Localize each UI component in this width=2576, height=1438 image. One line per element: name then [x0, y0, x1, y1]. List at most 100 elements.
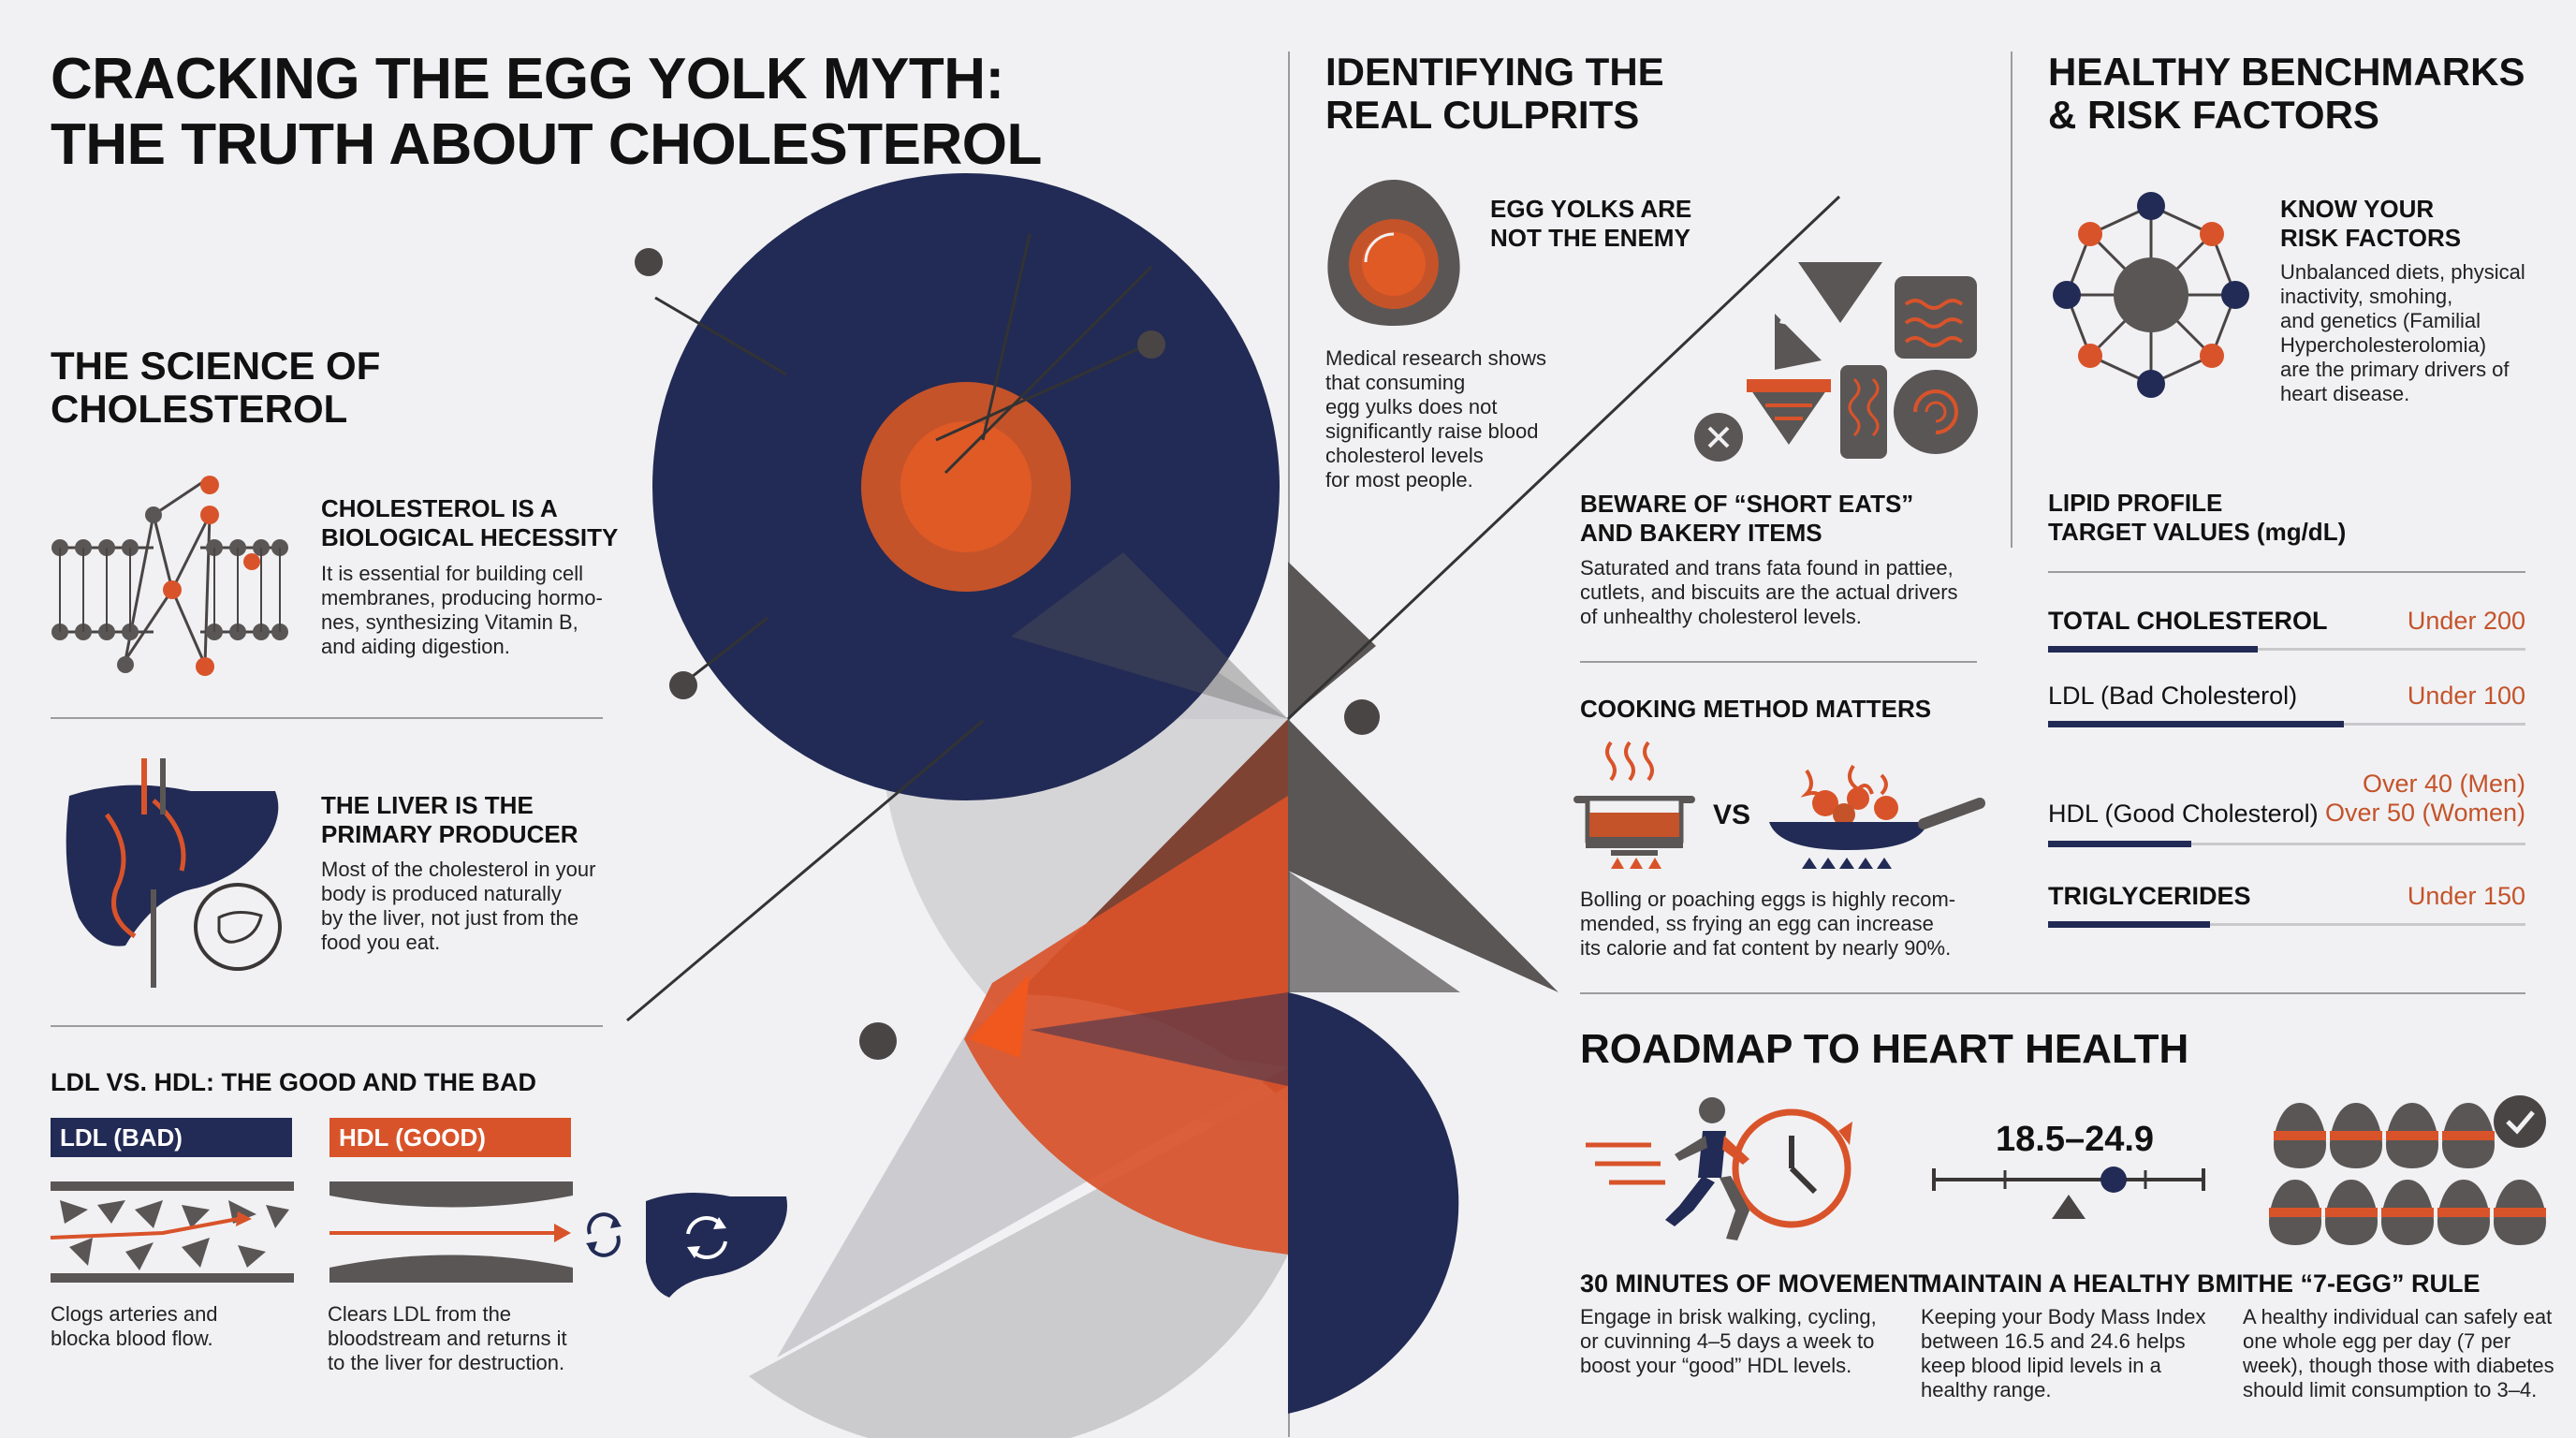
divider-science-1 [51, 717, 603, 719]
benchmark-row-ldl: LDL (Bad Cholesterol) Under 100 [2048, 682, 2525, 738]
necessity-title-line1: CHOLESTEROL IS A [321, 494, 558, 522]
divider-right [2011, 51, 2012, 548]
short-eats-title-line1: BEWARE OF “SHORT EATS” [1580, 490, 1914, 518]
movement-text-line: boost your “good” HDL levels. [1580, 1354, 1852, 1377]
egg-title: EGG YOLKS ARE NOT THE ENEMY [1490, 195, 1691, 253]
ldl-text-line: blocka blood flow. [51, 1327, 213, 1350]
risk-title-line2: RISK FACTORS [2280, 224, 2462, 252]
science-heading-line2: CHOLESTEROL [51, 387, 348, 431]
hdl-text-line: bloodstream and returns it [328, 1327, 567, 1350]
recycle-arrows-icon [586, 1212, 622, 1257]
benchmark-fill [2048, 721, 2345, 727]
lipid-divider [2048, 571, 2525, 573]
benchmark-value: Under 150 [2407, 882, 2525, 910]
bmi-text-line: healthy range. [1921, 1378, 2052, 1401]
roadmap-heading: ROADMAP TO HEART HEALTH [1580, 1026, 2189, 1072]
egg-text-line: significantly raise blood [1325, 419, 1539, 443]
culprits-heading: IDENTIFYING THE REAL CULPRITS [1325, 51, 1664, 137]
egg-text-line: Medical research shows [1325, 346, 1546, 370]
benchmark-fill [2048, 841, 2191, 847]
bmi-range-label: 18.5–24.9 [1996, 1120, 2155, 1159]
benchmark-row-total: TOTAL CHOLESTEROL Under 200 [2048, 607, 2525, 663]
liver-title-line1: THE LIVER IS THE [321, 791, 534, 819]
divider-science-2 [51, 1025, 603, 1027]
benchmark-label: TRIGLYCERIDES [2048, 882, 2251, 910]
benchmark-label: HDL (Good Cholesterol) [2048, 800, 2319, 828]
egg-text-line: for most people. [1325, 468, 1473, 492]
necessity-text-line: It is essential for building cell [321, 562, 584, 585]
benchmarks-heading-line1: HEALTHY BENCHMARKS [2048, 50, 2525, 94]
eggs-text: A healthy individual can safely eat one … [2243, 1305, 2570, 1402]
cooking-title: COOKING METHOD MATTERS [1580, 695, 1932, 723]
short-eats-text-line: cutlets, and biscuits are the actual dri… [1580, 580, 1958, 604]
ldl-label: LDL (BAD) [51, 1118, 292, 1157]
short-eats-title-line2: AND BAKERY ITEMS [1580, 519, 1822, 547]
cooking-text: Bolling or poaching eggs is highly recom… [1580, 888, 1983, 961]
liver-title: THE LIVER IS THE PRIMARY PRODUCER [321, 791, 578, 849]
risk-text: Unbalanced diets, physical inactivity, s… [2280, 260, 2561, 406]
movement-text-line: Engage in brisk walking, cycling, [1580, 1305, 1877, 1328]
network-icon [2053, 192, 2249, 398]
boiling-pot-icon [1573, 741, 1695, 869]
frying-pan-icon [1769, 764, 1985, 869]
science-heading: THE SCIENCE OF CHOLESTEROL [51, 345, 380, 431]
benchmark-track [2048, 923, 2525, 926]
egg-text-line: cholesterol levels [1325, 444, 1484, 467]
divider-culprits [1580, 661, 1977, 663]
bmi-title: MAINTAIN A HEALTHY BMI [1921, 1269, 2244, 1298]
egg-title-line1: EGG YOLKS ARE [1490, 195, 1692, 223]
egg-text-line: that consuming [1325, 371, 1466, 394]
hdl-label: HDL (GOOD) [329, 1118, 571, 1157]
risk-title-line1: KNOW YOUR [2280, 195, 2435, 223]
benchmark-value: Under 100 [2407, 682, 2525, 710]
liver-text-line: body is produced naturally [321, 882, 562, 905]
liver-text: Most of the cholesterol in your body is … [321, 858, 639, 955]
movement-title: 30 MINUTES OF MOVEMENT [1580, 1269, 1925, 1298]
bmi-text-line: Keeping your Body Mass Index [1921, 1305, 2206, 1328]
lipid-title-line2: TARGET VALUES (mg/dL) [2048, 518, 2347, 546]
egg-text-line: egg yulks does not [1325, 395, 1498, 418]
culprits-heading-line2: REAL CULPRITS [1325, 93, 1640, 137]
benchmark-value-women: Over 50 (Women) [2324, 799, 2525, 827]
short-eats-title: BEWARE OF “SHORT EATS” AND BAKERY ITEMS [1580, 490, 1913, 548]
cooking-text-line: its calorie and fat content by nearly 90… [1580, 936, 1952, 960]
hdl-text: Clears LDL from the bloodstream and retu… [328, 1302, 627, 1375]
benchmark-track [2048, 843, 2525, 845]
bmi-text: Keeping your Body Mass Index between 16.… [1921, 1305, 2239, 1402]
risk-text-line: are the primary drivers of [2280, 358, 2510, 381]
benchmark-row-hdl: HDL (Good Cholesterol) Over 40 (Men) Ove… [2048, 770, 2525, 847]
seven-eggs-icon [2269, 1095, 2546, 1245]
page-title-line1: CRACKING THE EGG YOLK MYTH: [51, 47, 1004, 111]
page-title-line2: THE TRUTH ABOUT CHOLESTEROL [51, 112, 1042, 177]
divider-roadmap [1580, 992, 2525, 994]
bmi-text-line: keep blood lipid levels in a [1921, 1354, 2161, 1377]
benchmark-value: Under 200 [2407, 607, 2525, 635]
page-title: CRACKING THE EGG YOLK MYTH: THE TRUTH AB… [51, 47, 1286, 178]
culprits-heading-line1: IDENTIFYING THE [1325, 50, 1664, 94]
eggs-text-line: one whole egg per day (7 per [2243, 1329, 2511, 1353]
hdl-text-line: Clears LDL from the [328, 1302, 512, 1326]
egg-yolk-icon [1327, 180, 1460, 326]
benchmarks-heading: HEALTHY BENCHMARKS & RISK FACTORS [2048, 51, 2525, 137]
liver-icon [66, 758, 282, 988]
necessity-text-line: nes, synthesizing Vitamin B, [321, 610, 578, 634]
ldl-text-line: Clogs arteries and [51, 1302, 218, 1326]
risk-text-line: Hypercholesterolomia) [2280, 333, 2487, 357]
risk-text-line: Unbalanced diets, physical [2280, 260, 2525, 284]
clear-artery-icon [329, 1181, 573, 1283]
egg-title-line2: NOT THE ENEMY [1490, 224, 1690, 252]
eggs-title: THE “7-EGG” RULE [2243, 1269, 2481, 1298]
benchmark-row-triglycerides: TRIGLYCERIDES Under 150 [2048, 882, 2525, 938]
clogged-artery-icon [50, 1181, 294, 1283]
scale-balance-icon [1932, 1167, 2205, 1219]
benchmark-label: LDL (Bad Cholesterol) [2048, 682, 2298, 710]
liver-text-line: Most of the cholesterol in your [321, 858, 596, 881]
benchmark-track [2048, 648, 2525, 651]
movement-text-line: or cuvinning 4–5 days a week to [1580, 1329, 1875, 1353]
science-heading-line1: THE SCIENCE OF [51, 344, 381, 388]
ldl-hdl-heading: LDL VS. HDL: THE GOOD AND THE BAD [51, 1068, 536, 1096]
short-eats-text: Saturated and trans fata found in pattie… [1580, 556, 1983, 629]
liver-recycle-icon [646, 1193, 787, 1298]
risk-text-line: and genetics (Familial [2280, 309, 2481, 332]
